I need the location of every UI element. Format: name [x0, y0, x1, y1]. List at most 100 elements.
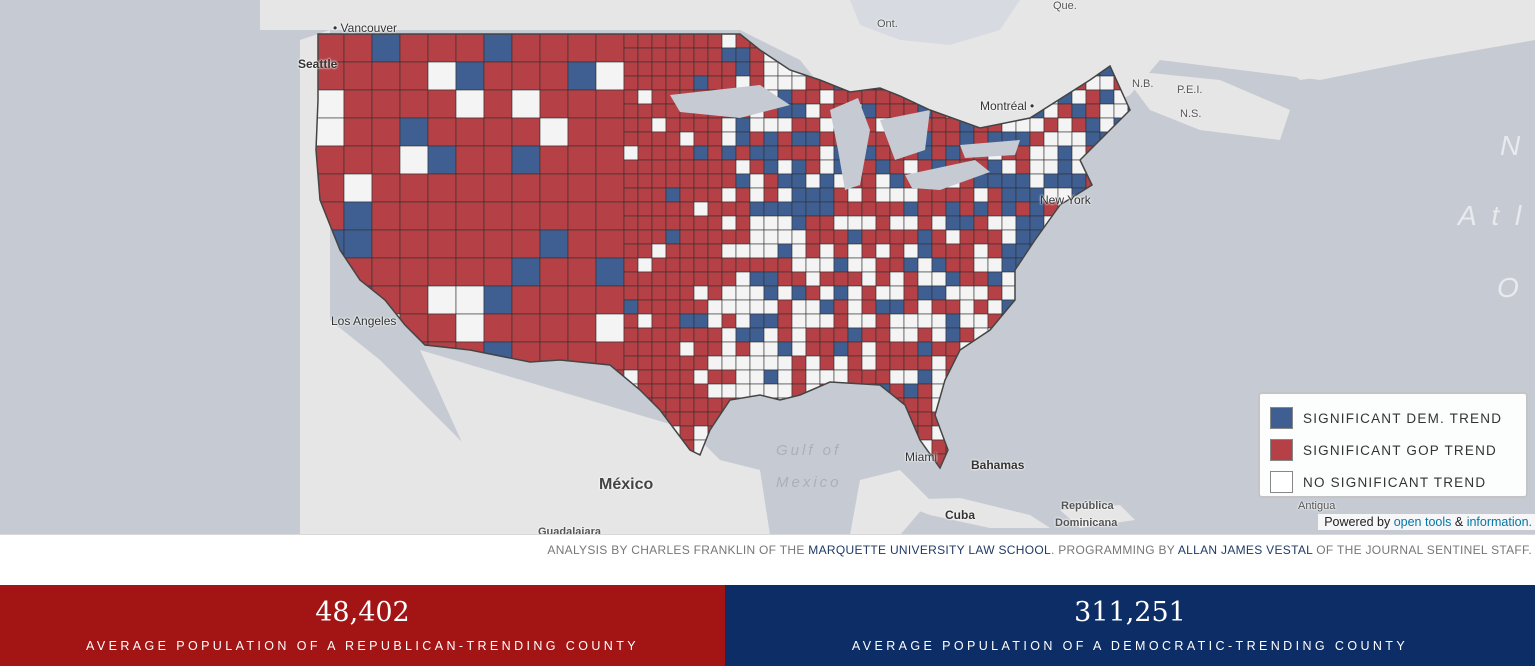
county-cell[interactable] — [987, 383, 1003, 399]
county-cell[interactable] — [1029, 411, 1045, 427]
county-cell[interactable] — [917, 229, 933, 245]
county-cell[interactable] — [693, 117, 709, 133]
county-cell[interactable] — [819, 173, 835, 189]
county-cell[interactable] — [1099, 89, 1115, 105]
county-cell[interactable] — [791, 75, 807, 91]
county-cell[interactable] — [399, 313, 429, 343]
county-cell[interactable] — [763, 61, 779, 77]
county-cell[interactable] — [1127, 243, 1142, 259]
county-cell[interactable] — [819, 299, 835, 315]
county-cell[interactable] — [427, 173, 457, 203]
county-cell[interactable] — [693, 145, 709, 161]
county-cell[interactable] — [483, 61, 513, 91]
county-cell[interactable] — [1043, 145, 1059, 161]
county-cell[interactable] — [679, 117, 695, 133]
county-cell[interactable] — [791, 145, 807, 161]
county-cell[interactable] — [567, 313, 597, 343]
county-cell[interactable] — [917, 425, 933, 441]
county-cell[interactable] — [945, 285, 961, 301]
county-cell[interactable] — [721, 201, 737, 217]
county-cell[interactable] — [567, 369, 597, 399]
county-cell[interactable] — [805, 299, 821, 315]
county-cell[interactable] — [1001, 341, 1017, 357]
county-cell[interactable] — [651, 145, 667, 161]
county-cell[interactable] — [427, 313, 457, 343]
county-cell[interactable] — [1099, 271, 1115, 287]
county-cell[interactable] — [651, 229, 667, 245]
county-cell[interactable] — [861, 285, 877, 301]
county-cell[interactable] — [973, 299, 989, 315]
county-cell[interactable] — [749, 453, 765, 468]
county-cell[interactable] — [749, 173, 765, 189]
county-cell[interactable] — [889, 229, 905, 245]
county-cell[interactable] — [1099, 159, 1115, 175]
county-cell[interactable] — [735, 327, 751, 343]
county-cell[interactable] — [749, 425, 765, 441]
county-cell[interactable] — [1001, 215, 1017, 231]
county-cell[interactable] — [861, 313, 877, 329]
county-cell[interactable] — [693, 327, 709, 343]
county-cell[interactable] — [1099, 229, 1115, 245]
county-cell[interactable] — [623, 285, 639, 301]
county-cell[interactable] — [973, 313, 989, 329]
county-cell[interactable] — [819, 243, 835, 259]
county-cell[interactable] — [1029, 131, 1045, 147]
county-cell[interactable] — [805, 257, 821, 273]
county-cell[interactable] — [1001, 369, 1017, 385]
county-cell[interactable] — [945, 201, 961, 217]
county-cell[interactable] — [707, 47, 723, 63]
county-cell[interactable] — [987, 397, 1003, 413]
county-cell[interactable] — [693, 271, 709, 287]
county-cell[interactable] — [1001, 425, 1017, 441]
county-cell[interactable] — [875, 145, 891, 161]
county-cell[interactable] — [679, 369, 695, 385]
county-cell[interactable] — [1113, 201, 1129, 217]
county-cell[interactable] — [833, 271, 849, 287]
county-cell[interactable] — [791, 243, 807, 259]
county-cell[interactable] — [917, 299, 933, 315]
county-cell[interactable] — [651, 215, 667, 231]
county-cell[interactable] — [693, 285, 709, 301]
county-cell[interactable] — [1085, 103, 1101, 119]
county-cell[interactable] — [875, 285, 891, 301]
county-cell[interactable] — [973, 411, 989, 427]
county-cell[interactable] — [539, 229, 569, 259]
county-cell[interactable] — [693, 411, 709, 427]
county-cell[interactable] — [1071, 215, 1087, 231]
county-cell[interactable] — [791, 215, 807, 231]
county-cell[interactable] — [651, 355, 667, 371]
county-cell[interactable] — [1099, 397, 1115, 413]
county-cell[interactable] — [1071, 327, 1087, 343]
county-cell[interactable] — [567, 61, 597, 91]
county-cell[interactable] — [721, 355, 737, 371]
county-cell[interactable] — [959, 439, 975, 455]
county-cell[interactable] — [903, 383, 919, 399]
county-cell[interactable] — [721, 439, 737, 455]
county-cell[interactable] — [483, 257, 513, 287]
county-cell[interactable] — [483, 89, 513, 119]
county-cell[interactable] — [763, 285, 779, 301]
county-cell[interactable] — [721, 341, 737, 357]
county-cell[interactable] — [1127, 145, 1142, 161]
county-cell[interactable] — [623, 243, 639, 259]
county-cell[interactable] — [539, 117, 569, 147]
county-cell[interactable] — [749, 47, 765, 63]
county-cell[interactable] — [1071, 425, 1087, 441]
county-cell[interactable] — [1085, 131, 1101, 147]
county-cell[interactable] — [721, 229, 737, 245]
county-cell[interactable] — [763, 313, 779, 329]
county-cell[interactable] — [805, 145, 821, 161]
county-cell[interactable] — [931, 215, 947, 231]
county-cell[interactable] — [987, 425, 1003, 441]
county-cell[interactable] — [945, 397, 961, 413]
county-cell[interactable] — [623, 47, 639, 63]
county-cell[interactable] — [805, 159, 821, 175]
county-cell[interactable] — [679, 285, 695, 301]
county-cell[interactable] — [637, 369, 653, 385]
county-cell[interactable] — [805, 89, 821, 105]
county-cell[interactable] — [875, 215, 891, 231]
county-cell[interactable] — [861, 173, 877, 189]
county-cell[interactable] — [1099, 201, 1115, 217]
county-cell[interactable] — [1099, 131, 1115, 147]
county-cell[interactable] — [371, 173, 401, 203]
